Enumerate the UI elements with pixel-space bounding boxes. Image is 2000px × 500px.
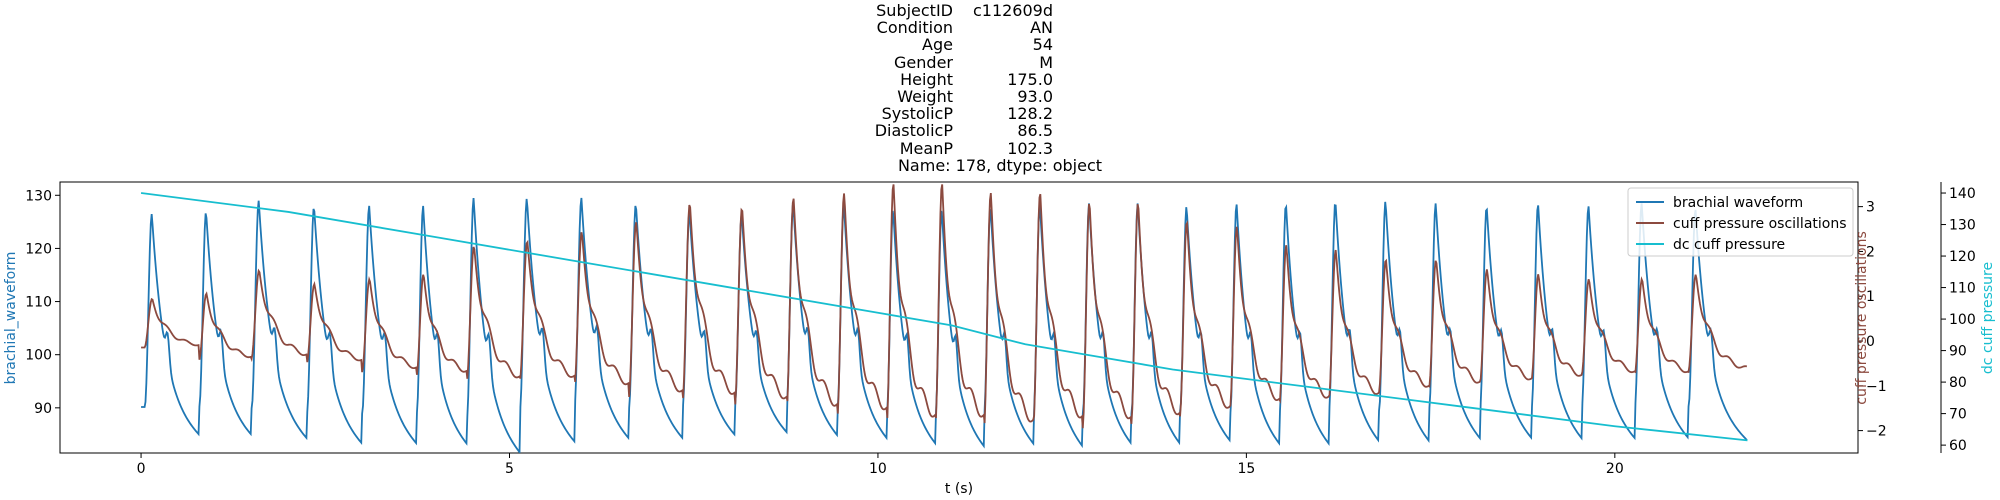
title-value: 93.0 (1017, 87, 1053, 106)
left-y-axis: 90 100 110 120 130 (25, 188, 60, 417)
outer-y-tick-label: 70 (1949, 407, 1967, 423)
series-line-brachial-waveform (141, 197, 1748, 453)
title-key: DiastolicP (874, 121, 953, 141)
right-y-tick-label: 2 (1866, 244, 1875, 260)
left-axis-label: brachial_waveform (3, 252, 19, 385)
title-key: SubjectID (876, 1, 953, 20)
x-axis: 0 5 10 15 20 (137, 453, 1624, 477)
right-y-tick-label: 3 (1866, 200, 1875, 216)
x-tick-label: 0 (137, 461, 146, 477)
left-y-tick-label: 100 (25, 348, 52, 364)
title-key: Gender (894, 52, 953, 72)
legend-label: brachial waveform (1673, 195, 1803, 211)
x-axis-label: t (s) (945, 481, 973, 497)
outer-y-axis: 60 70 80 90 100 110 120 130 140 (1941, 186, 1976, 454)
legend-label: cuff pressure oscillations (1673, 216, 1847, 232)
title-row: Weight 93.0 (0, 88, 2000, 105)
outer-y-tick-label: 90 (1949, 344, 1967, 360)
title-value: c112609d (972, 1, 1053, 20)
title-key: Weight (897, 87, 953, 106)
series-line-dc-cuff-pressure (140, 192, 1748, 442)
right-y-tick-label: −1 (1866, 379, 1887, 395)
title-row: SubjectID c112609d (0, 2, 2000, 19)
x-tick-label: 15 (1237, 461, 1255, 477)
title-value: 54 (1032, 35, 1053, 55)
outer-y-tick-label: 100 (1949, 312, 1976, 328)
title-row: MeanP 102.3 (0, 140, 2000, 157)
title-row: SystolicP 128.2 (0, 105, 2000, 122)
title-footer-row: Name: 178, dtype: object (0, 157, 2000, 174)
title-value: 102.3 (1007, 138, 1053, 158)
right-y-tick-label: 1 (1866, 289, 1875, 305)
title-key: Height (900, 69, 953, 89)
outer-y-tick-label: 80 (1949, 375, 1967, 391)
left-y-tick-label: 90 (34, 401, 52, 417)
left-y-tick-label: 110 (25, 295, 52, 311)
right-y-axis: −2 −1 0 1 2 3 (1858, 200, 1887, 440)
title-value: 175.0 (1007, 69, 1053, 89)
title-value: 86.5 (1017, 121, 1053, 141)
plot-frame (59, 181, 1859, 454)
left-y-tick-label: 120 (25, 241, 52, 257)
outer-axis-label: dc cuff pressure (1980, 262, 1996, 374)
title-value: AN (1030, 18, 1053, 38)
title-value: 128.2 (1007, 104, 1053, 124)
left-y-tick-label: 130 (25, 188, 52, 204)
title-value: M (1039, 52, 1053, 72)
x-tick-label: 5 (505, 461, 514, 477)
title-footer: Name: 178, dtype: object (897, 155, 1103, 175)
title-key: MeanP (899, 138, 953, 158)
series-layer (140, 184, 1748, 453)
outer-y-tick-label: 130 (1949, 218, 1976, 234)
title-key: SystolicP (881, 104, 953, 124)
title-row: Height 175.0 (0, 71, 2000, 88)
x-tick-label: 10 (869, 461, 887, 477)
right-y-tick-label: 0 (1866, 334, 1875, 350)
title-row: DiastolicP 86.5 (0, 122, 2000, 139)
title-row: Age 54 (0, 36, 2000, 53)
x-tick-label: 20 (1606, 461, 1624, 477)
legend-label: dc cuff pressure (1673, 237, 1785, 253)
outer-y-tick-label: 120 (1949, 249, 1976, 265)
series-line-cuff-pressure-oscillations (141, 184, 1748, 429)
legend: brachial waveform cuff pressure oscillati… (1627, 187, 1854, 257)
title-row: Gender M (0, 54, 2000, 71)
outer-y-tick-label: 140 (1949, 186, 1976, 202)
outer-y-tick-label: 60 (1949, 438, 1967, 454)
outer-y-tick-label: 110 (1949, 281, 1976, 297)
title-row: Condition AN (0, 19, 2000, 36)
title-key: Age (922, 35, 953, 55)
title-key: Condition (876, 18, 953, 38)
right-y-tick-label: −2 (1866, 424, 1887, 440)
right-axis-label: cuff pressure oscillations (1854, 231, 1870, 405)
legend-box (1627, 187, 1854, 257)
